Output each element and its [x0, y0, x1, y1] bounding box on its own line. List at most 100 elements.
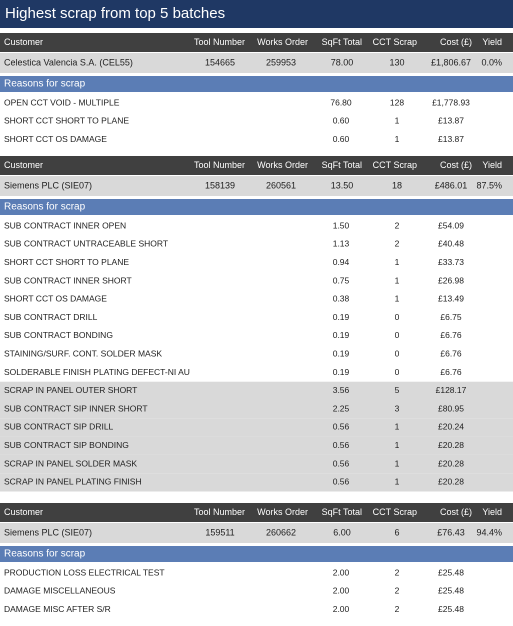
- reason-name: SUB CONTRACT SIP BONDING: [4, 440, 129, 450]
- reason-name: DAMAGE MISC AFTER S/R: [4, 604, 111, 614]
- reason-cost: £80.95: [438, 403, 464, 413]
- summary-cell: 13.50: [331, 180, 354, 190]
- summary-cell: £486.01: [435, 180, 468, 190]
- summary-cell: 18: [392, 180, 402, 190]
- reasons-heading: Reasons for scrap: [4, 549, 86, 560]
- column-header: SqFt Total: [322, 160, 362, 170]
- summary-cell: 87.5%: [476, 180, 502, 190]
- reason-cost: £128.17: [436, 385, 467, 395]
- column-header: CCT Scrap: [373, 507, 417, 517]
- summary-cell: 78.00: [331, 57, 354, 67]
- reason-cct: 1: [395, 294, 400, 304]
- column-header: Works Order: [257, 37, 308, 47]
- reason-cost: £6.76: [440, 367, 462, 377]
- summary-row: [0, 53, 513, 73]
- column-header: Yield: [482, 507, 502, 517]
- reason-sqft: 76.80: [330, 97, 352, 107]
- reasons-heading: Reasons for scrap: [4, 79, 86, 90]
- column-header-bar: [0, 156, 513, 175]
- reason-name: SUB CONTRACT SIP INNER SHORT: [4, 403, 148, 413]
- reason-name: SHORT CCT OS DAMAGE: [4, 134, 107, 144]
- reason-sqft: 0.19: [333, 349, 350, 359]
- column-header: Yield: [482, 160, 502, 170]
- reason-name: SUB CONTRACT BONDING: [4, 330, 113, 340]
- reason-cost: £26.98: [438, 275, 464, 285]
- summary-cell: 154665: [205, 57, 235, 67]
- reason-row-shade: [0, 418, 513, 437]
- reason-name: PRODUCTION LOSS ELECTRICAL TEST: [4, 567, 165, 577]
- reason-name: SUB CONTRACT SIP DRILL: [4, 422, 114, 432]
- reason-row-shade: [0, 400, 513, 419]
- reason-sqft: 0.60: [333, 134, 350, 144]
- summary-cell: 259953: [266, 57, 296, 67]
- reason-row-shade: [0, 454, 513, 474]
- reason-name: DAMAGE MISCELLANEOUS: [4, 586, 116, 596]
- reason-row-shade: [0, 381, 513, 400]
- reason-sqft: 2.25: [333, 403, 350, 413]
- reason-cost: £25.48: [438, 567, 464, 577]
- title-bar: [0, 0, 513, 28]
- reason-cct: 0: [395, 330, 400, 340]
- reason-cct: 1: [395, 440, 400, 450]
- column-header: Yield: [482, 37, 502, 47]
- reason-cost: £54.09: [438, 220, 464, 230]
- reason-cost: £1,778.93: [432, 97, 470, 107]
- reason-name: SCRAP IN PANEL PLATING FINISH: [4, 477, 142, 487]
- reasons-bar: [0, 546, 513, 562]
- reasons-bar: [0, 76, 513, 92]
- reason-cost: £20.28: [438, 477, 464, 487]
- reason-cost: £13.49: [438, 294, 464, 304]
- reason-cost: £20.28: [438, 440, 464, 450]
- reason-cct: 1: [395, 116, 400, 126]
- reason-sqft: 0.19: [333, 330, 350, 340]
- summary-cell: 6.00: [333, 527, 351, 537]
- reason-cct: 1: [395, 458, 400, 468]
- reason-cost: £6.75: [440, 312, 462, 322]
- reason-name: SUB CONTRACT INNER OPEN: [4, 220, 126, 230]
- summary-cell: 130: [389, 57, 404, 67]
- reason-name: SHORT CCT OS DAMAGE: [4, 294, 107, 304]
- summary-row: [0, 523, 513, 543]
- column-header: Tool Number: [194, 37, 245, 47]
- reason-sqft: 0.60: [333, 116, 350, 126]
- column-header: Tool Number: [194, 507, 245, 517]
- reason-sqft: 0.56: [333, 440, 350, 450]
- column-header: CCT Scrap: [373, 37, 417, 47]
- reason-row-shade: [0, 473, 513, 492]
- reason-cost: £25.48: [438, 586, 464, 596]
- column-header: Cost (£): [440, 160, 472, 170]
- summary-cell: £1,806.67: [431, 57, 471, 67]
- reason-sqft: 3.56: [333, 385, 350, 395]
- reasons-heading: Reasons for scrap: [4, 202, 86, 213]
- reason-row-shade: [0, 436, 513, 455]
- reason-sqft: 1.50: [333, 220, 350, 230]
- reason-sqft: 0.94: [333, 257, 350, 267]
- reason-cct: 0: [395, 367, 400, 377]
- reason-name: SUB CONTRACT DRILL: [4, 312, 98, 322]
- reason-sqft: 0.56: [333, 458, 350, 468]
- reason-cct: 1: [395, 134, 400, 144]
- reason-sqft: 0.75: [333, 275, 350, 285]
- reason-cct: 2: [395, 586, 400, 596]
- column-header-bar: [0, 503, 513, 522]
- reason-cost: £25.48: [438, 604, 464, 614]
- summary-cell: 94.4%: [476, 527, 502, 537]
- reason-cct: 1: [395, 477, 400, 487]
- reason-cct: 1: [395, 422, 400, 432]
- reason-cost: £20.24: [438, 422, 464, 432]
- reason-sqft: 0.56: [333, 477, 350, 487]
- column-header: Works Order: [257, 160, 308, 170]
- column-header: Customer: [4, 37, 43, 47]
- summary-cell: Siemens PLC (SIE07): [4, 527, 92, 537]
- column-header: Customer: [4, 160, 43, 170]
- reason-cct: 0: [395, 349, 400, 359]
- reason-cct: 128: [390, 97, 404, 107]
- summary-row: [0, 176, 513, 196]
- reason-cct: 0: [395, 312, 400, 322]
- reason-name: SUB CONTRACT INNER SHORT: [4, 275, 132, 285]
- summary-cell: 260662: [266, 527, 296, 537]
- reason-cost: £13.87: [438, 116, 464, 126]
- summary-cell: 158139: [205, 180, 235, 190]
- reason-cct: 5: [395, 385, 400, 395]
